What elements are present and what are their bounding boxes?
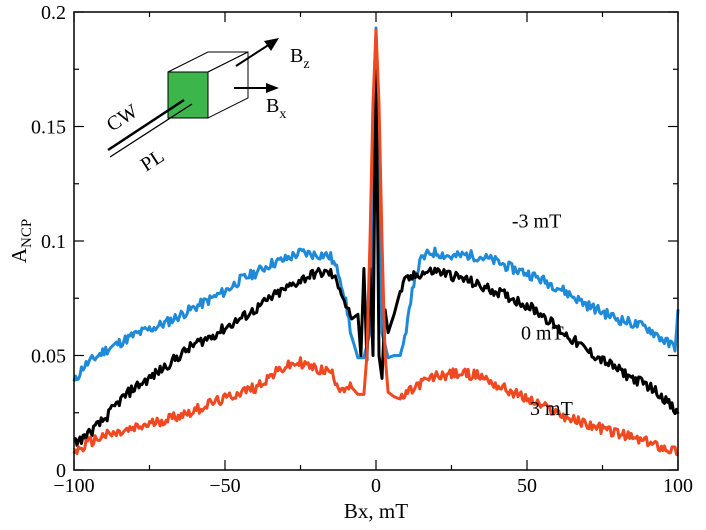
y-tick-label: 0.1: [41, 231, 66, 253]
bz-arrowhead-icon: [264, 38, 279, 51]
inset-schematic: CW PL Bz Bx: [103, 38, 310, 176]
ticks-layer: −100 −50 0 50 100 0 0.05 0.1 0.15 0.2: [31, 2, 693, 497]
y-tick-label: 0.2: [41, 2, 66, 24]
bz-arrow: [235, 43, 271, 67]
y-tick-label: 0.15: [31, 117, 66, 139]
cube-front-face: [167, 71, 209, 119]
x-tick-label: 50: [517, 475, 537, 497]
bz-label: Bz: [290, 45, 310, 72]
x-axis-title: Bx, mT: [344, 499, 408, 523]
bx-label: Bx: [266, 95, 286, 122]
x-tick-label: 100: [663, 475, 693, 497]
y-axis-title: ANCP: [7, 219, 35, 263]
series-line-2: [72, 28, 679, 457]
series-line-0: [72, 26, 680, 382]
y-tick-label: 0.05: [31, 346, 66, 368]
y-axis-title-main: A: [7, 247, 31, 263]
series-annotation-1: 0 mT: [521, 322, 564, 344]
cw-beam: [107, 98, 185, 152]
y-axis-title-subscript: NCP: [19, 219, 35, 248]
x-tick-label: 0: [371, 475, 381, 497]
bx-arrowhead-icon: [266, 83, 279, 93]
y-tick-label: 0: [56, 460, 66, 482]
x-tick-label: −50: [209, 475, 240, 497]
series-annotation-2: 3 mT: [530, 398, 573, 420]
x-tick-label: −100: [53, 475, 94, 497]
pl-beam: [109, 103, 193, 158]
series-line-1: [73, 56, 680, 447]
series-annotation-0: -3 mT: [512, 210, 561, 232]
pl-label: PL: [137, 145, 169, 176]
annotations: -3 mT 0 mT 3 mT: [512, 210, 573, 420]
series-layer: [72, 26, 680, 457]
